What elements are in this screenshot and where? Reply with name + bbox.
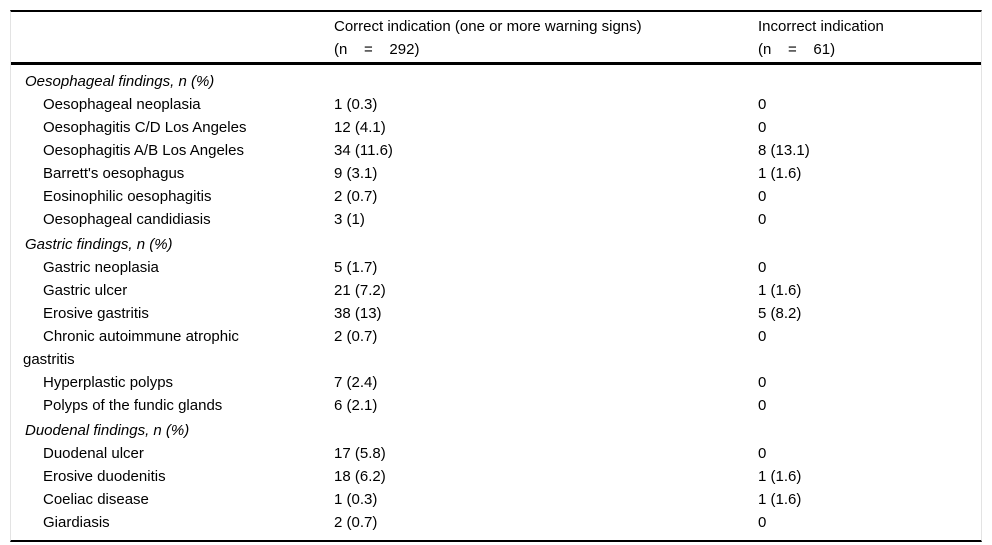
incorrect-value: 0 (758, 211, 767, 228)
row-label: Oesophageal neoplasia (43, 96, 201, 113)
row-label: Polyps of the fundic glands (43, 397, 223, 414)
section-title: Oesophageal findings, n (%) (25, 73, 215, 90)
incorrect-value: 0 (758, 374, 767, 391)
section-title: Gastric findings, n (%) (25, 236, 173, 253)
header-correct-title: Correct indication (one or more warning … (334, 18, 642, 35)
incorrect-value: 0 (758, 188, 767, 205)
incorrect-value: 0 (758, 259, 767, 276)
row-label: Giardiasis (43, 514, 110, 531)
header-incorrect-indication: Incorrect indication (n = 61) (758, 15, 981, 61)
correct-value: 38 (13) (334, 305, 382, 322)
incorrect-value: 1 (1.6) (758, 165, 802, 182)
correct-value: 17 (5.8) (334, 445, 386, 462)
table-row: Giardiasis 2 (0.7) 0 (11, 511, 981, 534)
row-label: Coeliac disease (43, 491, 149, 508)
correct-value: 18 (6.2) (334, 468, 386, 485)
incorrect-value: 1 (1.6) (758, 468, 802, 485)
header-correct-indication: Correct indication (one or more warning … (334, 15, 758, 61)
incorrect-value: 0 (758, 514, 767, 531)
table-row: Duodenal ulcer 17 (5.8) 0 (11, 442, 981, 465)
row-label: Gastric neoplasia (43, 259, 159, 276)
table-row: Eosinophilic oesophagitis 2 (0.7) 0 (11, 185, 981, 208)
incorrect-value: 0 (758, 397, 767, 414)
table-row: Barrett's oesophagus 9 (3.1) 1 (1.6) (11, 162, 981, 185)
table-row: Chronic autoimmune atrophic gastritis 2 … (11, 325, 981, 371)
table-header-row: Correct indication (one or more warning … (11, 12, 981, 65)
table-row: Oesophageal candidiasis 3 (1) 0 (11, 208, 981, 231)
header-empty-cell (11, 15, 334, 61)
row-label: Eosinophilic oesophagitis (43, 188, 212, 205)
header-incorrect-title: Incorrect indication (758, 18, 884, 35)
incorrect-value: 5 (8.2) (758, 305, 802, 322)
row-label: Gastric ulcer (43, 282, 128, 299)
correct-value: 3 (1) (334, 211, 365, 228)
findings-table: Correct indication (one or more warning … (10, 10, 982, 542)
correct-value: 21 (7.2) (334, 282, 386, 299)
incorrect-value: 0 (758, 445, 767, 462)
incorrect-value: 1 (1.6) (758, 491, 802, 508)
row-label: Chronic autoimmune atrophic gastritis (23, 328, 239, 368)
correct-value: 12 (4.1) (334, 119, 386, 136)
table-body: Oesophageal findings, n (%) Oesophageal … (11, 65, 981, 540)
section-row-oesophageal: Oesophageal findings, n (%) (11, 68, 981, 93)
table-row: Hyperplastic polyps 7 (2.4) 0 (11, 371, 981, 394)
table-row: Erosive duodenitis 18 (6.2) 1 (1.6) (11, 465, 981, 488)
table-row: Oesophagitis C/D Los Angeles 12 (4.1) 0 (11, 116, 981, 139)
section-title: Duodenal findings, n (%) (25, 422, 190, 439)
section-row-gastric: Gastric findings, n (%) (11, 231, 981, 256)
correct-value: 1 (0.3) (334, 96, 378, 113)
row-label: Oesophagitis A/B Los Angeles (43, 142, 244, 159)
table-row: Polyps of the fundic glands 6 (2.1) 0 (11, 394, 981, 417)
row-label: Barrett's oesophagus (43, 165, 185, 182)
row-label: Hyperplastic polyps (43, 374, 174, 391)
correct-value: 2 (0.7) (334, 514, 378, 531)
correct-value: 9 (3.1) (334, 165, 378, 182)
incorrect-value: 0 (758, 119, 767, 136)
row-label: Duodenal ulcer (43, 445, 144, 462)
table-row: Oesophageal neoplasia 1 (0.3) 0 (11, 93, 981, 116)
incorrect-value: 8 (13.1) (758, 142, 810, 159)
table-row: Oesophagitis A/B Los Angeles 34 (11.6) 8… (11, 139, 981, 162)
table-row: Coeliac disease 1 (0.3) 1 (1.6) (11, 488, 981, 511)
table-row: Gastric neoplasia 5 (1.7) 0 (11, 256, 981, 279)
header-incorrect-n: (n = 61) (758, 41, 836, 58)
incorrect-value: 1 (1.6) (758, 282, 802, 299)
header-correct-n: (n = 292) (334, 41, 420, 58)
correct-value: 5 (1.7) (334, 259, 378, 276)
correct-value: 2 (0.7) (334, 328, 378, 345)
row-label: Erosive duodenitis (43, 468, 166, 485)
correct-value: 1 (0.3) (334, 491, 378, 508)
table-row: Erosive gastritis 38 (13) 5 (8.2) (11, 302, 981, 325)
section-row-duodenal: Duodenal findings, n (%) (11, 417, 981, 442)
incorrect-value: 0 (758, 328, 767, 345)
row-label: Oesophagitis C/D Los Angeles (43, 119, 247, 136)
correct-value: 34 (11.6) (334, 142, 393, 159)
correct-value: 6 (2.1) (334, 397, 378, 414)
correct-value: 2 (0.7) (334, 188, 378, 205)
table-row: Gastric ulcer 21 (7.2) 1 (1.6) (11, 279, 981, 302)
row-label: Erosive gastritis (43, 305, 149, 322)
row-label: Oesophageal candidiasis (43, 211, 211, 228)
correct-value: 7 (2.4) (334, 374, 378, 391)
incorrect-value: 0 (758, 96, 767, 113)
